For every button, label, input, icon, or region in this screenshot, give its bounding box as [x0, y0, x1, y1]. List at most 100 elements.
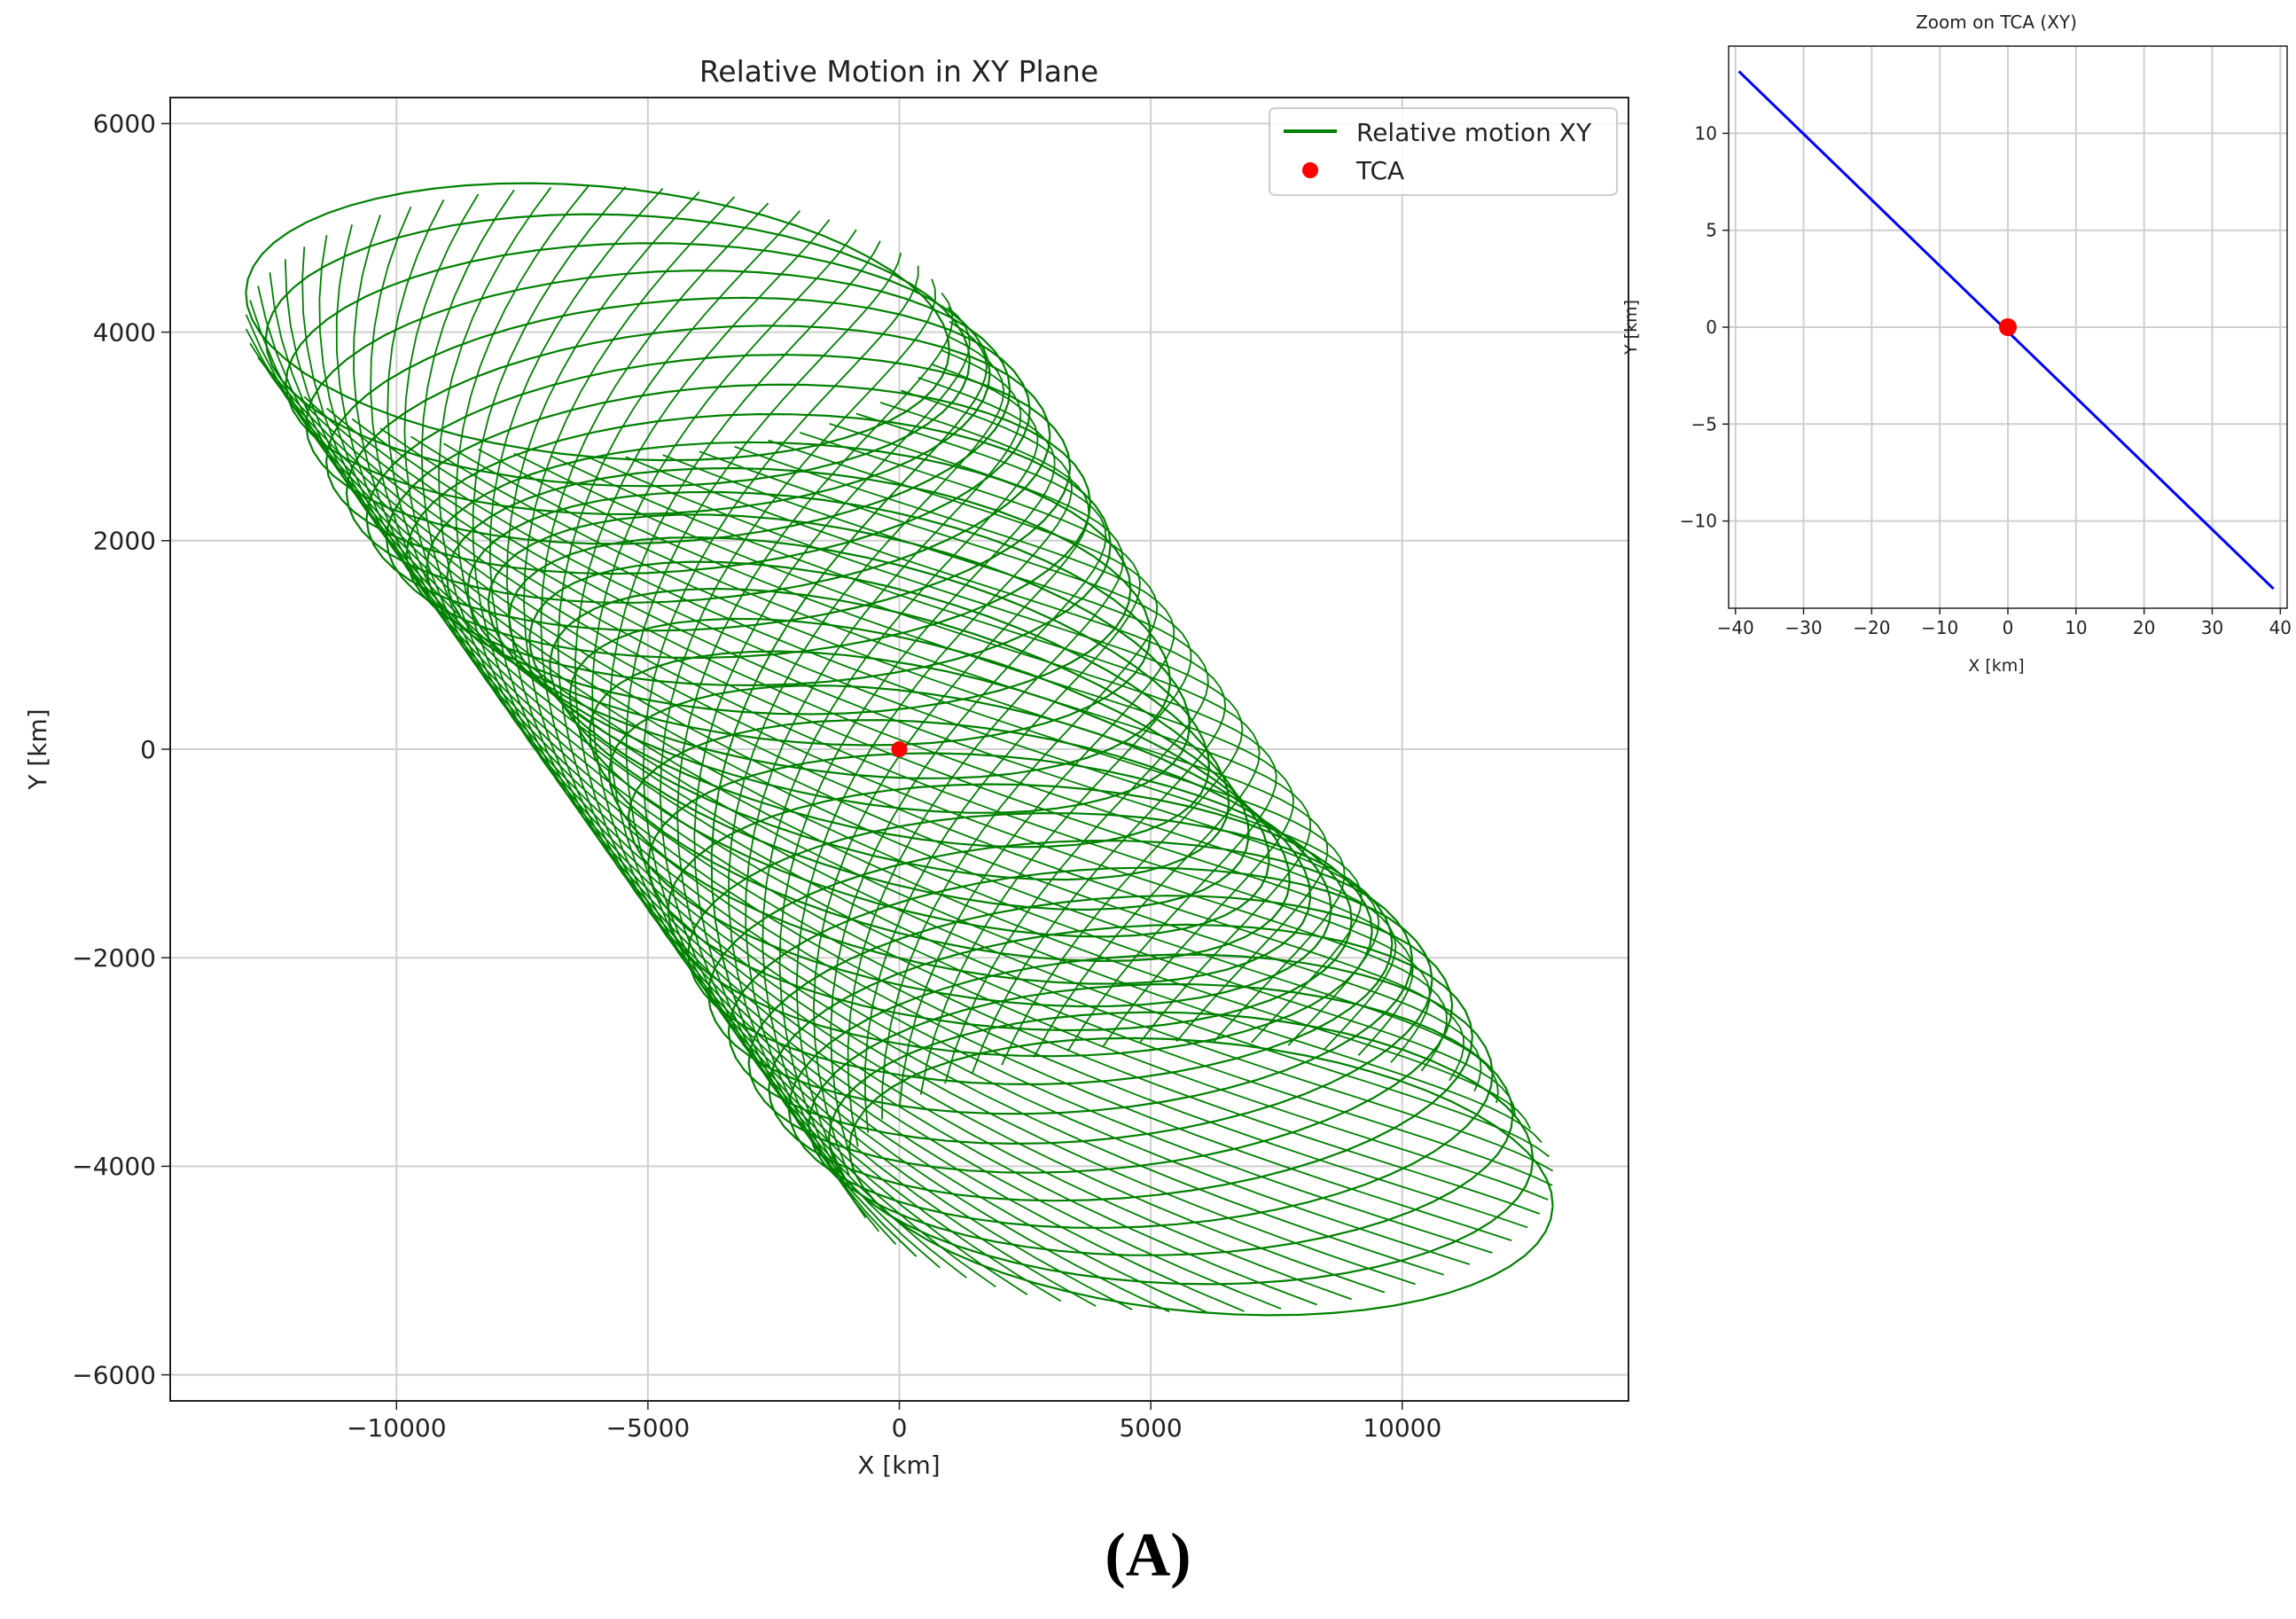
relative-motion-sweep — [443, 442, 1311, 1044]
relative-motion-sweep — [662, 454, 1209, 1084]
main-y-axis: 6000 4000 2000 0 −2000 −4000 −6000 — [72, 109, 170, 1389]
relative-motion-sweep — [245, 328, 1482, 1092]
zoom-markers — [1999, 318, 2017, 336]
relative-motion-loop — [647, 752, 1353, 1032]
legend-marker-swatch — [1302, 162, 1318, 178]
relative-motion-sweep — [699, 450, 1192, 1095]
legend-label-relative-motion: Relative motion XY — [1356, 118, 1592, 147]
y-tick-label: 6000 — [93, 109, 156, 138]
relative-motion-sweep — [353, 215, 1541, 1215]
relative-motion-sweep — [540, 202, 1245, 1312]
relative-motion-loop — [727, 866, 1433, 1146]
y-tick-label: −10 — [1680, 511, 1717, 532]
x-tick-label: −30 — [1784, 617, 1822, 638]
relative-motion-sweep — [285, 383, 1414, 1057]
x-tick-label: −20 — [1853, 617, 1890, 638]
relative-motion-loop — [627, 718, 1332, 1008]
relative-motion-sweep — [728, 335, 1005, 1246]
relative-motion-sweep — [257, 356, 1448, 1072]
main-chart: −10000 −5000 0 5000 10000 6000 4000 2000 0 −2000… — [23, 54, 1629, 1480]
relative-motion-sweep — [625, 456, 1227, 1075]
y-tick-label: 10 — [1695, 122, 1717, 144]
x-tick-label: −5000 — [606, 1413, 691, 1443]
relative-motion-sweep — [410, 435, 1329, 1043]
x-tick-label: 5000 — [1119, 1413, 1182, 1443]
main-y-axis-label: Y [km] — [23, 708, 52, 790]
relative-motion-sweep — [403, 193, 1493, 1254]
relative-motion-sweep — [761, 364, 1039, 1219]
relative-motion-sweep — [551, 455, 1261, 1059]
relative-motion-sweep — [438, 186, 1445, 1276]
y-tick-label: 5 — [1706, 220, 1717, 241]
x-tick-label: 0 — [892, 1413, 908, 1443]
main-markers — [891, 741, 908, 757]
relative-motion-sweep — [710, 321, 988, 1257]
relative-motion-sweep — [370, 206, 1528, 1229]
relative-motion-sweep — [693, 306, 971, 1269]
y-tick-label: −6000 — [72, 1360, 156, 1389]
x-tick-label: −10 — [1921, 617, 1958, 638]
relative-motion-sweep — [335, 224, 1549, 1201]
y-tick-label: −5 — [1691, 413, 1717, 434]
relative-motion-sweep — [513, 452, 1277, 1052]
relative-motion-sweep — [812, 402, 1090, 1176]
relative-motion-loop — [345, 325, 1051, 604]
y-tick-label: −2000 — [72, 943, 156, 973]
relative-motion-sweep — [830, 412, 1107, 1161]
relative-motion-loop — [264, 213, 971, 488]
main-x-axis-label: X [km] — [857, 1451, 940, 1480]
main-chart-title: Relative Motion in XY Plane — [699, 54, 1098, 89]
relative-motion-loop — [827, 1011, 1535, 1286]
relative-motion-loop — [588, 650, 1291, 963]
relative-motion-sweep — [420, 189, 1471, 1265]
x-tick-label: 10000 — [1363, 1413, 1441, 1443]
main-legend: Relative motion XY TCA — [1269, 107, 1618, 196]
relative-motion-sweep — [379, 427, 1346, 1042]
relative-motion-loop — [847, 1036, 1554, 1317]
relative-motion-loop — [568, 617, 1270, 938]
relative-motion-sweep — [318, 235, 1553, 1186]
x-tick-label: 0 — [2003, 617, 2014, 638]
relative-motion-sweep — [574, 219, 1170, 1313]
relative-motion-sweep — [800, 432, 1141, 1133]
relative-motion-sweep — [303, 395, 1397, 1051]
relative-motion-loop — [426, 441, 1132, 716]
panel-label: (A) — [1105, 1521, 1191, 1590]
main-series-relative-motion — [245, 182, 1554, 1317]
x-tick-label: −10000 — [347, 1413, 447, 1443]
y-tick-label: −4000 — [72, 1152, 156, 1181]
relative-motion-sweep — [557, 210, 1207, 1313]
relative-motion-loop — [466, 490, 1172, 780]
relative-motion-sweep — [778, 377, 1056, 1205]
y-tick-label: 0 — [1706, 317, 1717, 338]
zoom-chart-title: Zoom on TCA (XY) — [1916, 12, 2077, 33]
x-tick-label: 20 — [2133, 617, 2155, 638]
relative-motion-sweep — [249, 300, 1516, 1116]
zoom-x-axis-label: X [km] — [1968, 656, 2024, 676]
relative-motion-sweep — [829, 423, 1124, 1147]
relative-motion-sweep — [734, 445, 1175, 1107]
relative-motion-sweep — [659, 278, 996, 1288]
x-tick-label: 10 — [2065, 617, 2087, 638]
tca-marker — [891, 741, 908, 757]
relative-motion-sweep — [523, 196, 1282, 1310]
relative-motion-loop — [365, 353, 1072, 632]
relative-motion-sweep — [795, 389, 1073, 1191]
y-tick-label: 2000 — [93, 527, 156, 556]
relative-motion-sweep — [745, 349, 1022, 1232]
x-tick-label: −40 — [1717, 617, 1754, 638]
relative-motion-sweep — [387, 199, 1512, 1241]
relative-motion-sweep — [245, 314, 1499, 1104]
relative-motion-sweep — [455, 185, 1416, 1286]
relative-motion-loop — [768, 923, 1473, 1202]
relative-motion-sweep — [588, 456, 1244, 1066]
relative-motion-sweep — [325, 407, 1380, 1046]
relative-motion-sweep — [642, 265, 1028, 1295]
relative-motion-sweep — [768, 439, 1159, 1120]
zoom-y-axis-label: Y [km] — [1621, 300, 1641, 356]
zoom-x-axis: −40 −30 −20 −10 0 10 20 30 40 — [1717, 608, 2292, 638]
relative-motion-sweep — [284, 259, 1550, 1158]
y-tick-label: 0 — [140, 735, 156, 764]
zoom-tca-marker — [1999, 318, 2017, 336]
